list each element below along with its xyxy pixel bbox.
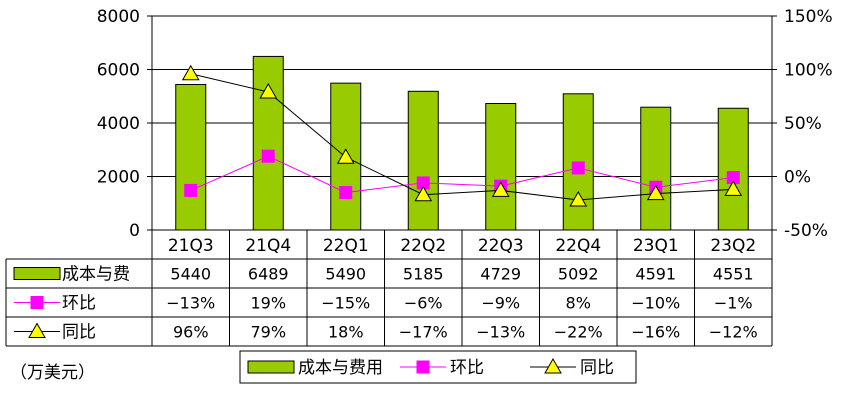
- point-square: [726, 171, 740, 185]
- point-square: [184, 183, 198, 197]
- data-label: 19%: [250, 294, 286, 313]
- legend-key-square: [416, 360, 430, 374]
- point-triangle: [336, 148, 355, 164]
- data-label: 96%: [173, 323, 209, 342]
- y-left-tick-label: 4000: [97, 114, 140, 134]
- y-left-tick-label: 0: [129, 221, 140, 241]
- data-label: 4591: [635, 265, 676, 284]
- point-triangle: [259, 82, 278, 99]
- data-label: 4729: [480, 265, 521, 284]
- y-right-tick-label: -50%: [784, 221, 828, 241]
- table-row-label: 成本与费: [62, 265, 130, 285]
- bar: [175, 83, 207, 231]
- data-label: 6489: [248, 265, 289, 284]
- point-triangle: [646, 184, 665, 201]
- data-label: 5092: [558, 265, 599, 284]
- bar: [407, 90, 439, 231]
- data-label: −13%: [166, 294, 215, 313]
- unit-label: （万美元）: [10, 363, 95, 383]
- point-square: [339, 186, 353, 200]
- table-key-square: [30, 296, 44, 309]
- legend-label: 环比: [450, 358, 484, 378]
- table-key-triangle: [28, 322, 46, 338]
- y-left-tick-label: 8000: [97, 7, 140, 27]
- series-line-2: [190, 73, 734, 201]
- legend-key-bar: [247, 360, 295, 374]
- data-label: −13%: [476, 323, 525, 342]
- bar: [485, 102, 517, 231]
- y-left-tick-label: 6000: [97, 61, 140, 81]
- x-tick-label: 22Q1: [323, 236, 369, 256]
- data-label: −16%: [631, 323, 680, 342]
- x-tick-label: 21Q3: [168, 236, 214, 256]
- y-right-tick-label: 0%: [784, 168, 811, 188]
- x-tick-label: 23Q1: [633, 236, 679, 256]
- table-row-label: 环比: [62, 294, 96, 314]
- x-tick-label: 22Q2: [400, 236, 446, 256]
- point-square: [261, 149, 275, 163]
- bar: [640, 106, 672, 231]
- table-key-bar: [13, 267, 61, 280]
- series-line-1: [190, 155, 734, 194]
- data-label: 5490: [325, 265, 366, 284]
- point-triangle: [414, 185, 433, 202]
- data-label: −1%: [714, 294, 753, 313]
- table-row-label: 同比: [62, 323, 96, 343]
- x-tick-label: 22Q3: [478, 236, 524, 256]
- data-label: −15%: [321, 294, 370, 313]
- data-label: 5440: [170, 265, 211, 284]
- x-tick-label: 23Q2: [710, 236, 756, 256]
- data-label: −17%: [399, 323, 448, 342]
- data-label: −6%: [404, 294, 443, 313]
- x-tick-label: 22Q4: [555, 236, 601, 256]
- data-label: −22%: [554, 323, 603, 342]
- point-square: [416, 176, 430, 190]
- point-triangle: [724, 180, 743, 196]
- data-label: 4551: [713, 265, 754, 284]
- data-label: 8%: [566, 294, 591, 313]
- point-square: [571, 161, 585, 175]
- data-label: 79%: [250, 323, 286, 342]
- y-left-tick-label: 2000: [97, 168, 140, 188]
- bar: [717, 107, 749, 231]
- y-right-tick-label: 150%: [784, 7, 833, 27]
- legend-label: 成本与费用: [298, 358, 383, 378]
- y-right-tick-label: 100%: [784, 61, 833, 81]
- data-label: 5185: [403, 265, 444, 284]
- bar: [252, 55, 284, 231]
- data-label: −9%: [481, 294, 520, 313]
- data-label: −10%: [631, 294, 680, 313]
- legend-label: 同比: [580, 358, 614, 378]
- data-label: −12%: [709, 323, 758, 342]
- y-right-tick-label: 50%: [784, 114, 822, 134]
- data-label: 18%: [328, 323, 364, 342]
- legend-key-triangle: [544, 357, 562, 374]
- point-triangle: [491, 181, 510, 197]
- point-triangle: [569, 191, 588, 207]
- x-tick-label: 21Q4: [245, 236, 291, 256]
- point-triangle: [181, 64, 200, 81]
